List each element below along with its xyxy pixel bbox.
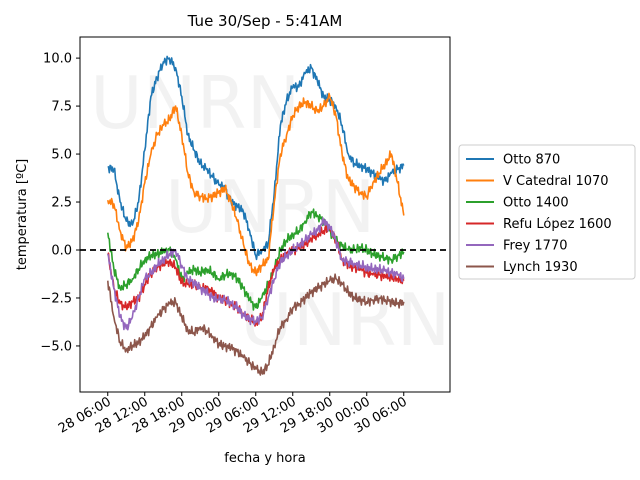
series-line-otto-870 — [107, 55, 405, 261]
y-axis: −5.0 −2.5 0.0 2.5 5.0 7.5 10.0 — [40, 52, 80, 354]
legend-label: Refu López 1600 — [503, 217, 612, 232]
legend-label: Lynch 1930 — [503, 260, 578, 275]
y-tick-label: −5.0 — [40, 339, 72, 354]
series-line-refu-l-pez-1600 — [107, 224, 405, 327]
watermark-text: UNRN — [90, 61, 300, 145]
y-tick-label: 7.5 — [51, 100, 72, 115]
x-axis-label: fecha y hora — [224, 451, 305, 466]
legend-label: Otto 870 — [503, 153, 560, 168]
y-axis-label: temperatura [ºC] — [15, 159, 30, 270]
legend: Otto 870 V Catedral 1070 Otto 1400 Refu Lóp… — [458, 144, 636, 280]
y-tick-label: 0.0 — [51, 244, 72, 259]
y-tick-label: 2.5 — [51, 196, 72, 211]
series-line-v-catedral-1070 — [107, 92, 405, 277]
legend-label: Otto 1400 — [503, 196, 569, 211]
series-line-frey-1770 — [107, 217, 405, 331]
series-line-lynch-1930 — [107, 273, 405, 376]
y-tick-label: 5.0 — [51, 148, 72, 163]
legend-label: Frey 1770 — [503, 239, 568, 254]
y-tick-label: 10.0 — [43, 52, 72, 67]
chart-title: Tue 30/Sep - 5:41AM — [187, 12, 343, 30]
legend-label: V Catedral 1070 — [503, 174, 609, 189]
plot-frame — [79, 36, 451, 393]
legend-box — [458, 144, 636, 280]
y-tick-label: −2.5 — [40, 291, 72, 306]
